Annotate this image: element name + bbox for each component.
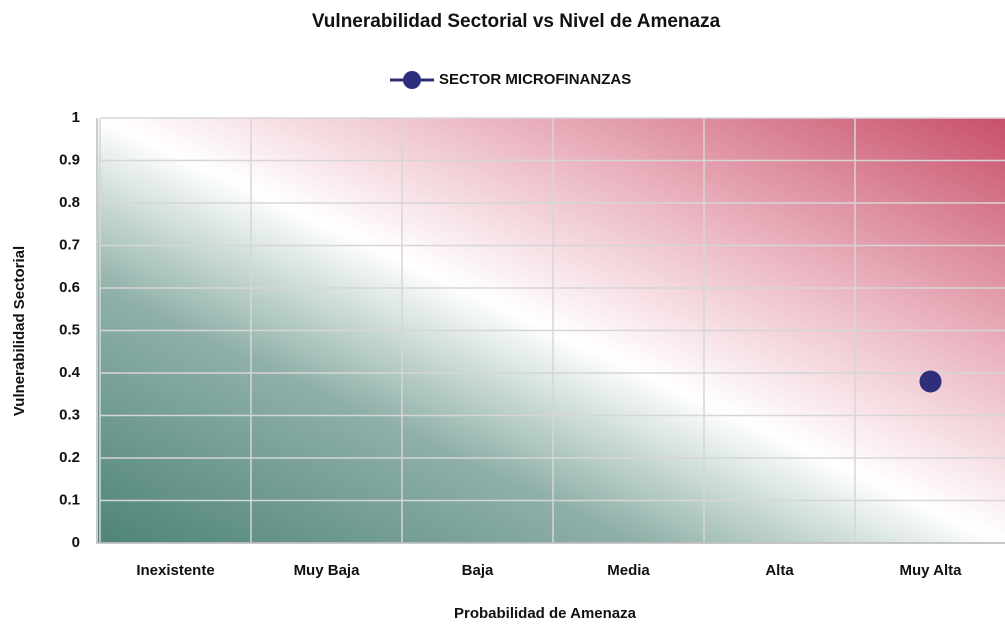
y-tick-label: 0.5 xyxy=(59,321,80,338)
x-tick-label: Muy Baja xyxy=(294,562,361,579)
data-point xyxy=(919,370,942,393)
y-axis-label: Vulnerabilidad Sectorial xyxy=(11,246,28,416)
y-tick-label: 0.6 xyxy=(59,279,80,296)
y-tick-label: 0.2 xyxy=(59,449,80,466)
chart-title: Vulnerabilidad Sectorial vs Nivel de Ame… xyxy=(312,11,721,32)
legend-label: SECTOR MICROFINANZAS xyxy=(439,71,631,88)
y-tick-label: 0.8 xyxy=(59,194,80,211)
y-tick-label: 0.4 xyxy=(59,364,81,381)
x-axis-label: Probabilidad de Amenaza xyxy=(454,605,637,622)
legend-marker xyxy=(403,71,421,89)
x-tick-label: Baja xyxy=(462,562,494,579)
y-tick-label: 0.9 xyxy=(59,151,80,168)
y-tick-label: 0.1 xyxy=(59,491,80,508)
y-tick-label: 0 xyxy=(72,534,80,551)
y-tick-label: 0.7 xyxy=(59,236,80,253)
y-tick-label: 0.3 xyxy=(59,406,80,423)
y-tick-label: 1 xyxy=(72,109,80,126)
x-tick-label: Alta xyxy=(765,562,794,579)
x-tick-label: Inexistente xyxy=(136,562,214,579)
x-tick-label: Media xyxy=(607,562,650,579)
x-tick-label: Muy Alta xyxy=(900,562,963,579)
